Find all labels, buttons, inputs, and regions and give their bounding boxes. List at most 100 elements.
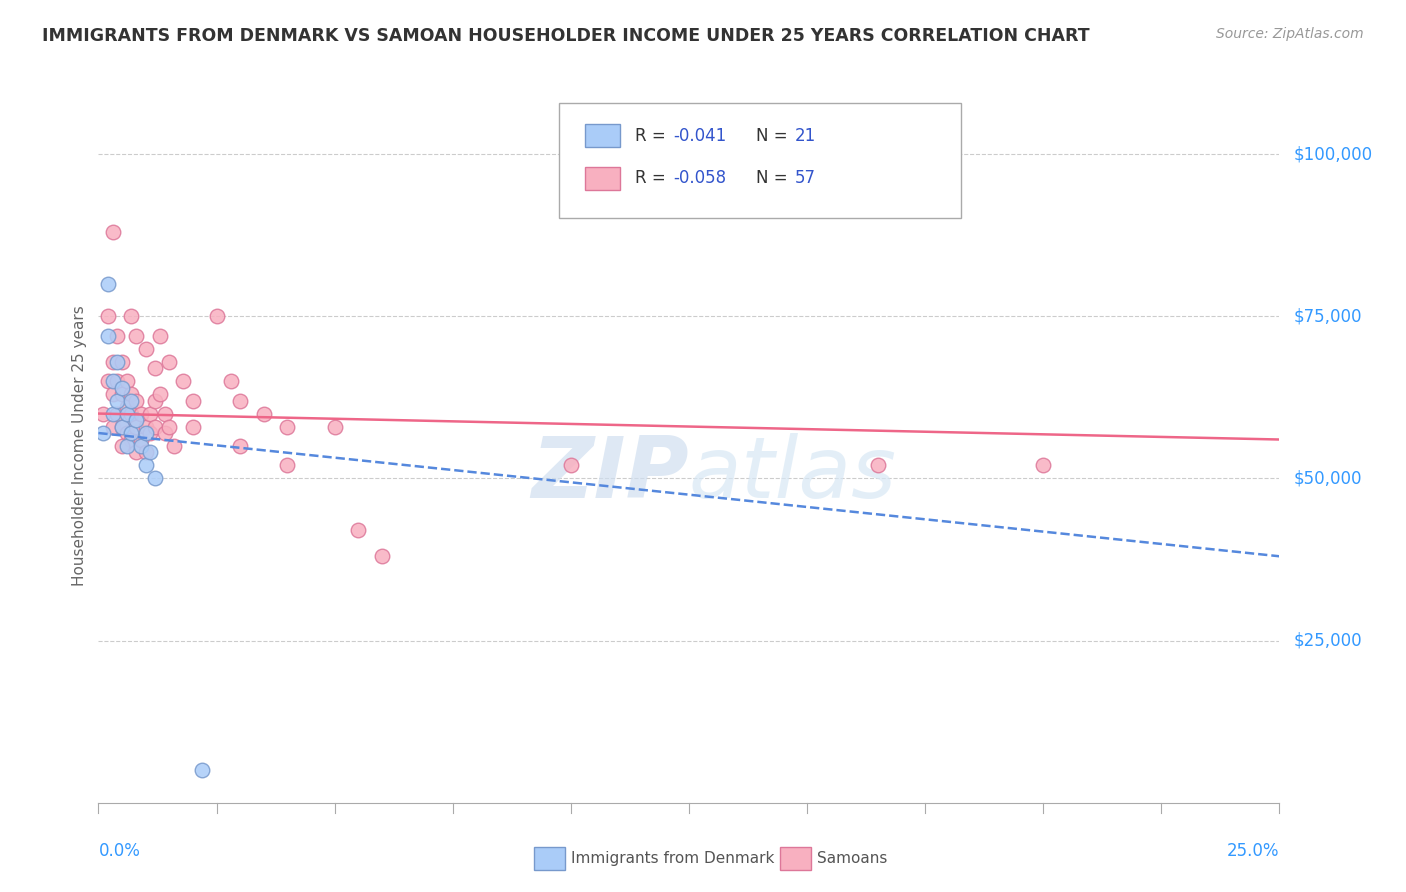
Point [135,425,157,440]
Point [111,381,134,395]
Text: $100,000: $100,000 [1294,145,1372,163]
Point [153,425,176,440]
Point [111,419,134,434]
Point [101,387,124,401]
Point [105,328,128,343]
Point [157,354,180,368]
Point [121,425,143,440]
Point [129,433,152,447]
Text: R =: R = [634,127,665,145]
Text: IMMIGRANTS FROM DENMARK VS SAMOAN HOUSEHOLDER INCOME UNDER 25 YEARS CORRELATION : IMMIGRANTS FROM DENMARK VS SAMOAN HOUSEH… [42,27,1090,45]
Point [157,419,180,434]
Point [91,425,114,440]
Point [143,419,166,434]
Point [560,458,582,473]
Point [111,419,134,434]
Point [97,374,120,388]
Point [205,310,228,324]
Point [101,419,124,434]
Text: Immigrants from Denmark: Immigrants from Denmark [571,852,775,866]
Text: atlas: atlas [689,433,897,516]
Text: 25.0%: 25.0% [1227,842,1279,860]
Point [105,354,128,368]
Point [121,387,143,401]
Point [139,425,162,440]
Point [866,458,889,473]
Point [111,354,134,368]
Point [135,342,157,356]
Bar [585,124,620,147]
Point [229,393,252,408]
Point [121,310,143,324]
Point [253,407,276,421]
Text: N =: N = [756,169,787,187]
Text: $50,000: $50,000 [1294,469,1362,487]
Point [111,439,134,453]
Point [143,471,166,485]
Text: Samoans: Samoans [817,852,887,866]
Point [115,374,138,388]
Point [129,407,152,421]
Text: ZIP: ZIP [531,433,689,516]
Text: 57: 57 [796,169,817,187]
Point [347,524,370,538]
Point [97,277,120,291]
Point [143,393,166,408]
Point [181,419,204,434]
Point [115,407,138,421]
Point [97,310,120,324]
Text: N =: N = [756,127,787,145]
Y-axis label: Householder Income Under 25 years: Householder Income Under 25 years [72,306,87,586]
Point [323,419,346,434]
Point [105,374,128,388]
Text: -0.041: -0.041 [673,127,727,145]
Point [111,387,134,401]
Point [125,445,148,459]
Point [153,407,176,421]
Point [101,407,124,421]
Point [125,413,148,427]
FancyBboxPatch shape [560,103,960,218]
Point [129,439,152,453]
Text: 21: 21 [796,127,817,145]
Text: R =: R = [634,169,665,187]
Point [125,328,148,343]
Point [105,407,128,421]
Point [91,407,114,421]
Point [181,393,204,408]
Point [139,407,162,421]
Text: 0.0%: 0.0% [98,842,141,860]
Point [101,225,124,239]
Point [135,445,157,459]
Point [115,439,138,453]
Point [101,354,124,368]
Text: Source: ZipAtlas.com: Source: ZipAtlas.com [1216,27,1364,41]
Point [101,374,124,388]
Point [135,458,157,473]
Point [135,419,157,434]
Point [115,400,138,414]
Point [219,374,242,388]
Text: $75,000: $75,000 [1294,307,1362,326]
Point [97,328,120,343]
Point [149,328,172,343]
Point [115,425,138,440]
Point [121,393,143,408]
Point [121,407,143,421]
Point [139,445,162,459]
Point [125,419,148,434]
Text: -0.058: -0.058 [673,169,727,187]
Point [172,374,194,388]
Point [371,549,394,564]
Point [125,393,148,408]
Point [121,433,143,447]
Point [1032,458,1054,473]
Point [105,393,128,408]
Point [191,764,214,778]
Point [143,361,166,376]
Point [163,439,186,453]
Point [149,387,172,401]
Point [229,439,252,453]
Point [276,419,298,434]
Point [276,458,298,473]
